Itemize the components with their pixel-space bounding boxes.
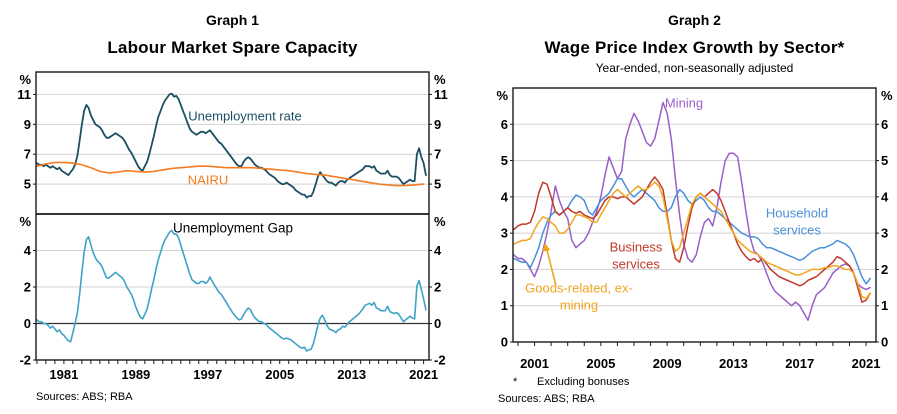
y-tick-label-left: 5	[501, 153, 508, 168]
x-tick-label: 1981	[49, 367, 78, 382]
labour-market-chart-canvas: 5 5 7 7 9 9 11 11% % -2 -2 0 0 2 2 4 4% % 1981 1989 1997 2005…	[17, 71, 448, 382]
unit-label-left: %	[19, 72, 31, 87]
y-tick-label-left: 3	[501, 226, 508, 241]
business-services-series-label: Business services	[609, 239, 663, 271]
y-tick-label-right: 3	[881, 226, 888, 241]
graph1-figure: 5 5 7 7 9 9 11 11%% -2 -2 0 0 2 2 4 4%% 1981 1989 1997 2005…	[0, 0, 448, 414]
graph2-footnote-marker: *	[513, 376, 518, 388]
y-tick-label-left: 5	[24, 177, 31, 192]
graph2-footnote: Excluding bonuses	[537, 376, 630, 388]
y-tick-label-right: 4	[881, 189, 889, 204]
y-tick-label-right: 1	[881, 298, 888, 313]
goods-label-arrow	[546, 249, 557, 287]
y-tick-label-right: 5	[881, 153, 888, 168]
x-tick-label: 2005	[586, 356, 615, 371]
series-line-mining	[513, 101, 871, 321]
graph1-title: Labour Market Spare Capacity	[107, 38, 358, 57]
y-tick-label-left: 4	[501, 189, 509, 204]
goods-related-series-label: Goods-related, ex-mining	[525, 280, 633, 312]
y-tick-label-left: 1	[501, 298, 508, 313]
axis-frame	[35, 71, 430, 361]
y-tick-label-left: 0	[24, 316, 31, 331]
x-tick-label: 2013	[719, 356, 748, 371]
y-tick-label-right: 2	[434, 280, 441, 295]
series-line-nairu	[36, 161, 425, 187]
y-tick-label-right: 6	[881, 117, 888, 132]
graph1-sources: Sources: ABS; RBA	[36, 391, 133, 403]
graph2-number: Graph 2	[668, 12, 721, 28]
series-line-goods-related-ex-mining	[513, 181, 871, 300]
y-tick-label-left: 0	[501, 335, 508, 350]
y-tick-label-left: 11	[17, 87, 31, 102]
graph2-subtitle: Year-ended, non-seasonally adjusted	[595, 61, 794, 75]
series-line-unemployment-gap	[36, 229, 427, 352]
unit-label-right: %	[434, 72, 446, 87]
y-tick-label-left: 4	[24, 243, 32, 258]
x-tick-label: 2021	[852, 356, 881, 371]
y-tick-label-left: -2	[19, 353, 31, 368]
y-tick-label-left: 2	[501, 262, 508, 277]
graph1-number: Graph 1	[206, 12, 259, 28]
axis-frame	[512, 87, 877, 343]
unemployment-rate-series-label: Unemployment rate	[188, 108, 302, 124]
y-tick-label-left: 7	[24, 147, 31, 162]
wpi-chart-canvas: 0 0 1 1 2 2 3 3 4 4 5 5 6 6% % 2001 2005 2009 2013 2017 2021	[496, 87, 893, 371]
x-tick-label: 1989	[121, 367, 150, 382]
y-tick-label-right: 11	[434, 87, 448, 102]
unemployment-gap-series-label: Unemployment Gap	[172, 220, 294, 236]
y-tick-label-right: 4	[434, 243, 442, 258]
x-tick-label: 2021	[409, 367, 438, 382]
x-tick-label: 2017	[785, 356, 814, 371]
y-tick-label-right: 7	[434, 147, 441, 162]
y-tick-label-left: 6	[501, 117, 508, 132]
y-tick-label-right: 9	[434, 117, 441, 132]
unit-label-right: %	[881, 88, 893, 103]
household-services-series-label: Household services	[765, 205, 829, 237]
y-tick-label-right: 2	[881, 262, 888, 277]
y-tick-label-right: 0	[881, 335, 888, 350]
series-line-business-services	[513, 176, 871, 303]
goods-label-arrowhead	[542, 243, 551, 252]
x-tick-label: 1997	[193, 367, 222, 382]
x-tick-label: 2005	[265, 367, 294, 382]
x-tick-label: 2013	[337, 367, 366, 382]
series-line-unemployment-rate	[36, 92, 427, 199]
x-tick-label: 2001	[520, 356, 549, 371]
nairu-series-label: NAIRU	[187, 172, 229, 188]
unit-label-left: %	[496, 88, 508, 103]
unit-label-left: %	[19, 214, 31, 229]
graph2-sources: Sources: ABS; RBA	[498, 393, 595, 405]
y-tick-label-left: 2	[24, 280, 31, 295]
y-tick-label-right: 0	[434, 316, 441, 331]
mining-series-label: Mining	[664, 95, 704, 111]
x-tick-label: 2009	[653, 356, 682, 371]
graph2-title: Wage Price Index Growth by Sector*	[544, 38, 845, 57]
y-tick-label-right: 5	[434, 177, 441, 192]
y-tick-label-right: -2	[434, 353, 446, 368]
graph2-figure: 0 0 1 1 2 2 3 3 4 4 5 5 6 6%% 2001 2005 2009 2013 2017 2021…	[448, 0, 897, 414]
unit-label-right: %	[434, 214, 446, 229]
y-tick-label-left: 9	[24, 117, 31, 132]
